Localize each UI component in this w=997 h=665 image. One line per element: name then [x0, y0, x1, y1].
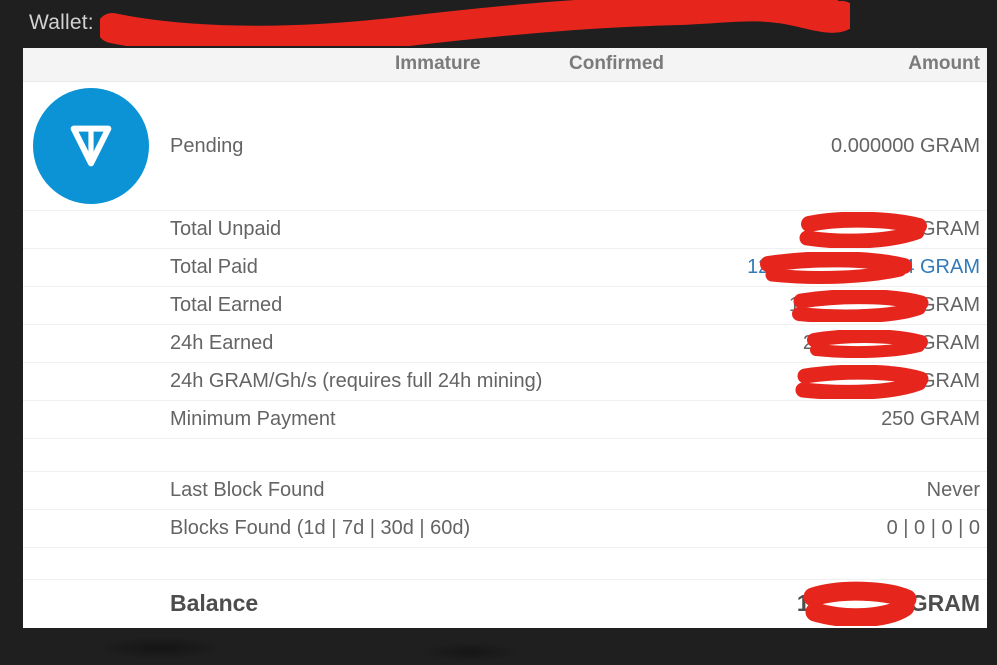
balance-amount: 1 GRAM — [797, 580, 987, 626]
spacer-row — [23, 438, 987, 471]
amount-visible-suffix: 4 GRAM — [903, 256, 980, 278]
row-label: Last Block Found — [170, 479, 325, 501]
bottom-background — [0, 628, 997, 665]
amount-visible-suffix: GRAM — [920, 218, 980, 240]
amount-visible-suffix: GRAM — [909, 589, 980, 616]
row-label: Total Earned — [170, 294, 283, 316]
table-row-blocks-found: Blocks Found (1d | 7d | 30d | 60d) 0 | 0… — [23, 509, 987, 547]
table-row-pending: Pending 0.000000 GRAM — [23, 82, 987, 210]
balance-label: Balance — [170, 589, 259, 616]
ton-logo-icon — [33, 88, 149, 204]
table-row-24h-earned: 24h Earned 2 GRAM — [23, 324, 987, 362]
row-amount: GRAM — [795, 364, 987, 399]
amount-visible-suffix: GRAM — [920, 294, 980, 316]
row-label: Minimum Payment — [170, 408, 336, 430]
column-header-confirmed: Confirmed — [569, 53, 664, 74]
table-row-24h-gram-per-ghs: 24h GRAM/Gh/s (requires full 24h mining)… — [23, 362, 987, 400]
wallet-stats-card: Immature Confirmed Amount Pending 0.0000… — [23, 48, 987, 628]
table-row-total-paid: Total Paid 12 4 GRAM — [23, 248, 987, 286]
row-label: 24h Earned — [170, 332, 274, 354]
row-amount: 1 GRAM — [788, 289, 987, 322]
row-amount: Never — [926, 479, 980, 501]
spacer-row — [23, 547, 987, 579]
amount-visible-suffix: GRAM — [920, 332, 980, 354]
redaction-scribble — [795, 364, 929, 399]
row-amount: 0 | 0 | 0 | 0 — [886, 517, 980, 539]
wallet-topbar: Wallet: — [0, 0, 997, 48]
row-label: Total Paid — [170, 256, 258, 278]
total-paid-link[interactable]: 12 4 GRAM — [747, 251, 987, 284]
redaction-scribble — [100, 0, 850, 46]
row-label: Pending — [170, 134, 244, 157]
table-header-row: Immature Confirmed Amount — [23, 48, 987, 82]
row-amount: 250 GRAM — [881, 408, 980, 430]
table-row-last-block-found: Last Block Found Never — [23, 471, 987, 509]
row-label: 24h GRAM/Gh/s (requires full 24h mining) — [170, 370, 543, 392]
redaction-scribble — [803, 581, 917, 626]
row-label: Blocks Found (1d | 7d | 30d | 60d) — [170, 517, 471, 539]
row-amount: GRAM — [799, 211, 987, 248]
amount-visible-suffix: GRAM — [920, 370, 980, 392]
table-row-total-unpaid: Total Unpaid GRAM — [23, 210, 987, 248]
redaction-scribble — [760, 251, 913, 284]
redaction-scribble — [792, 289, 929, 322]
table-row-balance: Balance 1 GRAM — [23, 579, 987, 626]
table-row-minimum-payment: Minimum Payment 250 GRAM — [23, 400, 987, 438]
column-header-immature: Immature — [395, 53, 481, 74]
wallet-label: Wallet: — [29, 11, 94, 34]
row-amount: 0.000000 GRAM — [831, 134, 980, 157]
row-amount: 2 GRAM — [803, 329, 987, 358]
column-header-amount: Amount — [908, 53, 980, 74]
table-row-total-earned: Total Earned 1 GRAM — [23, 286, 987, 324]
redaction-scribble — [807, 329, 928, 358]
redaction-scribble — [799, 211, 927, 248]
row-label: Total Unpaid — [170, 218, 282, 240]
amount-visible-prefix: 1 — [788, 294, 800, 316]
